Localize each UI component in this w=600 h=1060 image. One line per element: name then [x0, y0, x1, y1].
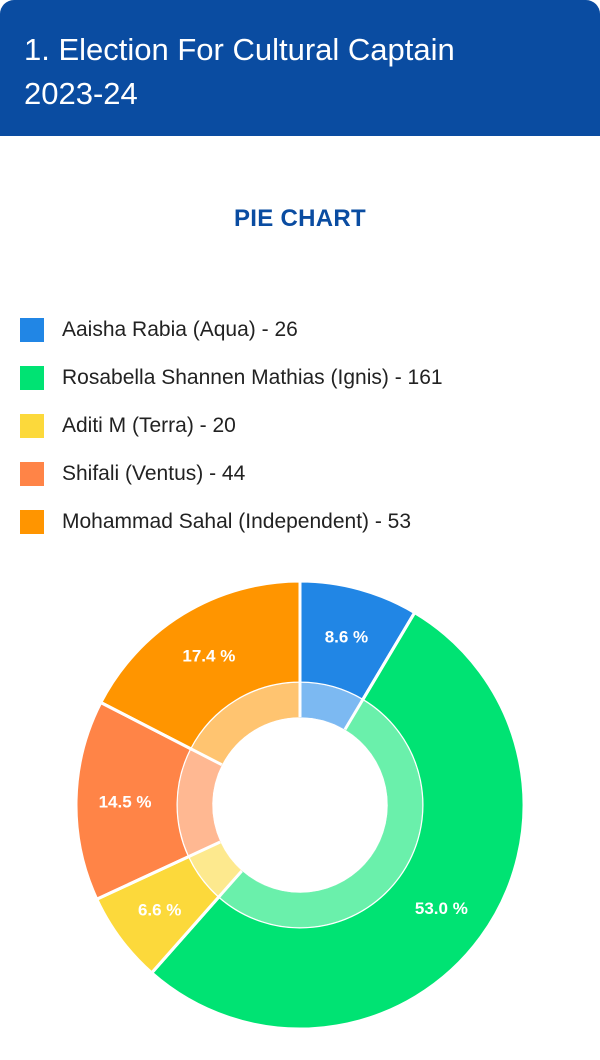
- donut-chart-svg: 8.6 % 53.0 % 6.6 % 14.5 % 17.4 %: [74, 579, 526, 1031]
- legend-label: Rosabella Shannen Mathias (Ignis) - 161: [62, 366, 443, 389]
- slice-separator: [150, 869, 243, 974]
- slice-separator: [96, 840, 221, 901]
- legend-item[interactable]: Shifali (Ventus) - 44: [20, 450, 443, 498]
- slice-percent-label: 17.4 %: [182, 647, 235, 666]
- legend-item[interactable]: Aditi M (Terra) - 20: [20, 402, 443, 450]
- legend-item[interactable]: Mohammad Sahal (Independent) - 53: [20, 498, 443, 546]
- legend-item[interactable]: Rosabella Shannen Mathias (Ignis) - 161: [20, 354, 443, 402]
- legend-label: Aaisha Rabia (Aqua) - 26: [62, 318, 298, 341]
- donut-chart: 8.6 % 53.0 % 6.6 % 14.5 % 17.4 %: [70, 575, 530, 1035]
- chart-legend: Aaisha Rabia (Aqua) - 26 Rosabella Shanne…: [20, 306, 443, 546]
- legend-swatch: [20, 318, 44, 342]
- slice-separator: [343, 611, 416, 731]
- slice-separator: [100, 701, 223, 767]
- slice-percent-label: 53.0 %: [415, 899, 468, 918]
- slice-percent-label: 6.6 %: [138, 901, 181, 920]
- slice-percent-label: 14.5 %: [99, 792, 152, 811]
- header-bar: 1. Election For Cultural Captain 2023-24: [0, 0, 600, 136]
- legend-swatch: [20, 414, 44, 438]
- legend-item[interactable]: Aaisha Rabia (Aqua) - 26: [20, 306, 443, 354]
- slice-percent-label: 8.6 %: [325, 627, 368, 646]
- legend-swatch: [20, 510, 44, 534]
- page-title-line-2: 2023-24: [24, 76, 138, 111]
- legend-swatch: [20, 462, 44, 486]
- page-title-line-1: 1. Election For Cultural Captain: [24, 32, 455, 67]
- legend-label: Aditi M (Terra) - 20: [62, 414, 236, 437]
- pie-slice-inner-ring: [177, 748, 223, 857]
- legend-label: Mohammad Sahal (Independent) - 53: [62, 510, 412, 533]
- legend-swatch: [20, 366, 44, 390]
- legend-label: Shifali (Ventus) - 44: [62, 462, 246, 485]
- chart-heading: PIE CHART: [233, 205, 367, 232]
- pie-slice-inner-ring: [218, 699, 423, 928]
- page-title: 1. Election For Cultural Captain 2023-24: [24, 28, 572, 116]
